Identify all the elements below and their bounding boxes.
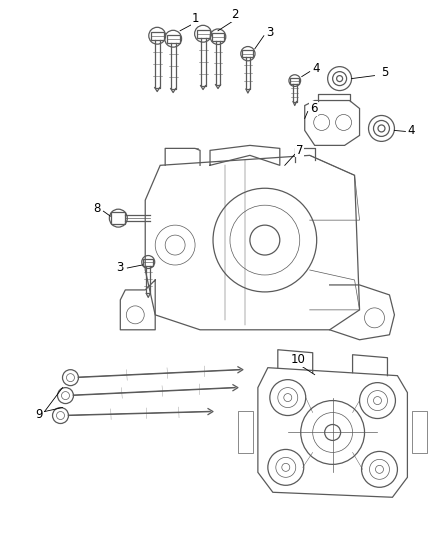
Text: 3: 3: [117, 262, 124, 274]
Text: 5: 5: [381, 66, 388, 79]
Text: 10: 10: [290, 353, 305, 366]
Bar: [167, 35, 180, 43]
Bar: [197, 30, 209, 38]
Text: 4: 4: [312, 62, 319, 75]
Text: 7: 7: [296, 144, 304, 157]
Bar: [413, 410, 427, 454]
Bar: [151, 32, 164, 40]
Text: 6: 6: [310, 102, 318, 115]
Text: 3: 3: [266, 26, 273, 39]
Text: 1: 1: [191, 12, 199, 25]
Bar: [212, 33, 224, 41]
Bar: [242, 50, 254, 57]
Bar: [143, 259, 153, 265]
Text: 8: 8: [94, 201, 101, 215]
Text: 9: 9: [35, 408, 42, 421]
Text: 4: 4: [408, 124, 415, 137]
Text: 2: 2: [231, 9, 239, 21]
Bar: [238, 410, 253, 454]
Bar: [111, 212, 125, 224]
Bar: [290, 78, 299, 84]
